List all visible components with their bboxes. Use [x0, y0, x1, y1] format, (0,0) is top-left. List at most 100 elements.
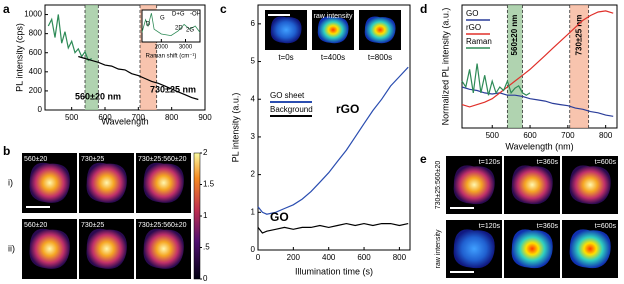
series-line [461, 63, 531, 96]
colorbar-tick-label: 0 [203, 274, 208, 283]
plot-frame [461, 4, 618, 129]
row-label: i) [8, 177, 13, 187]
sheet-image-blob [364, 16, 396, 44]
y-tick-label: 3 [251, 132, 256, 141]
time-label: t=800s [368, 53, 392, 62]
x-tick-label: 600 [523, 131, 537, 140]
band-label: 560±20 nm [75, 91, 121, 101]
peak-label: G [160, 16, 165, 22]
map-image-blob [29, 162, 70, 203]
colorbar-tick-label: 1 [203, 211, 208, 220]
y-tick-label: 2 [251, 170, 256, 179]
band [85, 5, 99, 110]
map-image-blob [511, 229, 553, 269]
map-image-blob [453, 229, 495, 269]
time-label: t=120s [479, 159, 501, 166]
time-label: t=120s [479, 223, 501, 230]
map-image-blob [511, 165, 553, 205]
x-tick-label: 700 [132, 113, 146, 122]
series-line [47, 14, 92, 62]
panel-label: c [220, 2, 227, 16]
x-tick-label: 800 [393, 253, 407, 262]
legend-label: rGO [466, 23, 481, 32]
time-label: t=0s [278, 53, 293, 62]
x-tick-label: 500 [65, 113, 79, 122]
y-tick-label: 200 [29, 86, 43, 95]
map-image-blob [143, 228, 184, 269]
x-tick-label: 3000 [179, 45, 193, 51]
x-tick-label: 0 [256, 253, 261, 262]
image-label: 730±25 [81, 156, 104, 163]
colorbar-tick-label: 2 [203, 148, 208, 157]
image-label: 730±25:560±20 [138, 156, 187, 163]
map-image-blob [143, 162, 184, 203]
legend-label: Raman [466, 37, 492, 46]
y-tick-label: 6 [251, 19, 256, 28]
series-line [78, 55, 199, 101]
peak-label: 2G [186, 28, 194, 34]
x-tick-label: 900 [198, 113, 212, 122]
x-axis-label: Raman shift (cm⁻¹) [146, 54, 197, 60]
x-tick-label: 600 [98, 113, 112, 122]
y-tick-label: 0 [38, 105, 43, 114]
annotation: GO [270, 210, 289, 224]
x-tick-label: 2000 [155, 45, 169, 51]
y-tick-label: 800 [29, 29, 43, 38]
legend-label: GO sheet [270, 91, 305, 100]
x-tick-label: 700 [561, 131, 575, 140]
image-label: 560±20 [24, 156, 47, 163]
x-axis-label: Wavelength (nm) [505, 141, 573, 151]
x-axis-label: Wavelength [101, 116, 148, 126]
time-label: t=400s [321, 53, 345, 62]
time-label: t=600s [595, 223, 617, 230]
row-label: ii) [8, 243, 15, 253]
x-tick-label: 800 [165, 113, 179, 122]
x-tick-label: 600 [357, 253, 371, 262]
y-axis-label: PL intensity (cps) [14, 23, 24, 92]
legend-label: Background [270, 105, 313, 114]
time-label: t=600s [595, 159, 617, 166]
y-axis-label: PL intensity (a.u.) [230, 93, 240, 163]
x-tick-label: 800 [599, 131, 613, 140]
y-axis-label: Normalized PL intensity (a.u.) [440, 8, 450, 126]
sheet-image-blob [270, 16, 302, 44]
band [507, 5, 523, 128]
map-image-blob [86, 228, 127, 269]
series-line [141, 13, 201, 37]
colorbar-tick-label: 1.5 [203, 180, 215, 189]
y-tick-label: 0 [251, 245, 256, 254]
panel-label: e [420, 152, 427, 166]
peak-label: 2D [175, 26, 183, 32]
y-tick-label: 400 [29, 67, 43, 76]
y-tick-label: 1000 [24, 10, 42, 19]
time-label: t=360s [537, 223, 559, 230]
map-image-blob [29, 228, 70, 269]
time-label: t=360s [537, 159, 559, 166]
map-image-blob [453, 165, 495, 205]
image-label: 560±20 [24, 222, 47, 229]
series-line [257, 66, 409, 215]
image-label: 730±25:560±20 [138, 222, 187, 229]
x-tick-label: 500 [486, 131, 500, 140]
annotation: rGO [336, 102, 359, 116]
map-image-blob [569, 165, 611, 205]
band-label: 560±20 nm [510, 15, 519, 56]
peak-label: D [146, 22, 151, 28]
y-tick-label: 4 [251, 94, 256, 103]
map-image-blob [86, 162, 127, 203]
series-line [257, 222, 409, 234]
sheet-image-blob [317, 16, 349, 44]
image-caption: raw intensity [314, 13, 353, 20]
x-tick-label: 200 [287, 253, 301, 262]
x-tick-label: 400 [322, 253, 336, 262]
y-tick-label: 600 [29, 48, 43, 57]
panel-label: a [3, 2, 10, 16]
y-tick-label: 1 [251, 207, 256, 216]
band-label: 730±25 nm [574, 15, 583, 56]
peak-label: D+G [172, 12, 185, 18]
panel-label: b [3, 144, 10, 158]
y-tick-label: 5 [251, 57, 256, 66]
series-line [461, 86, 614, 117]
peak-label: -OH [190, 12, 201, 18]
